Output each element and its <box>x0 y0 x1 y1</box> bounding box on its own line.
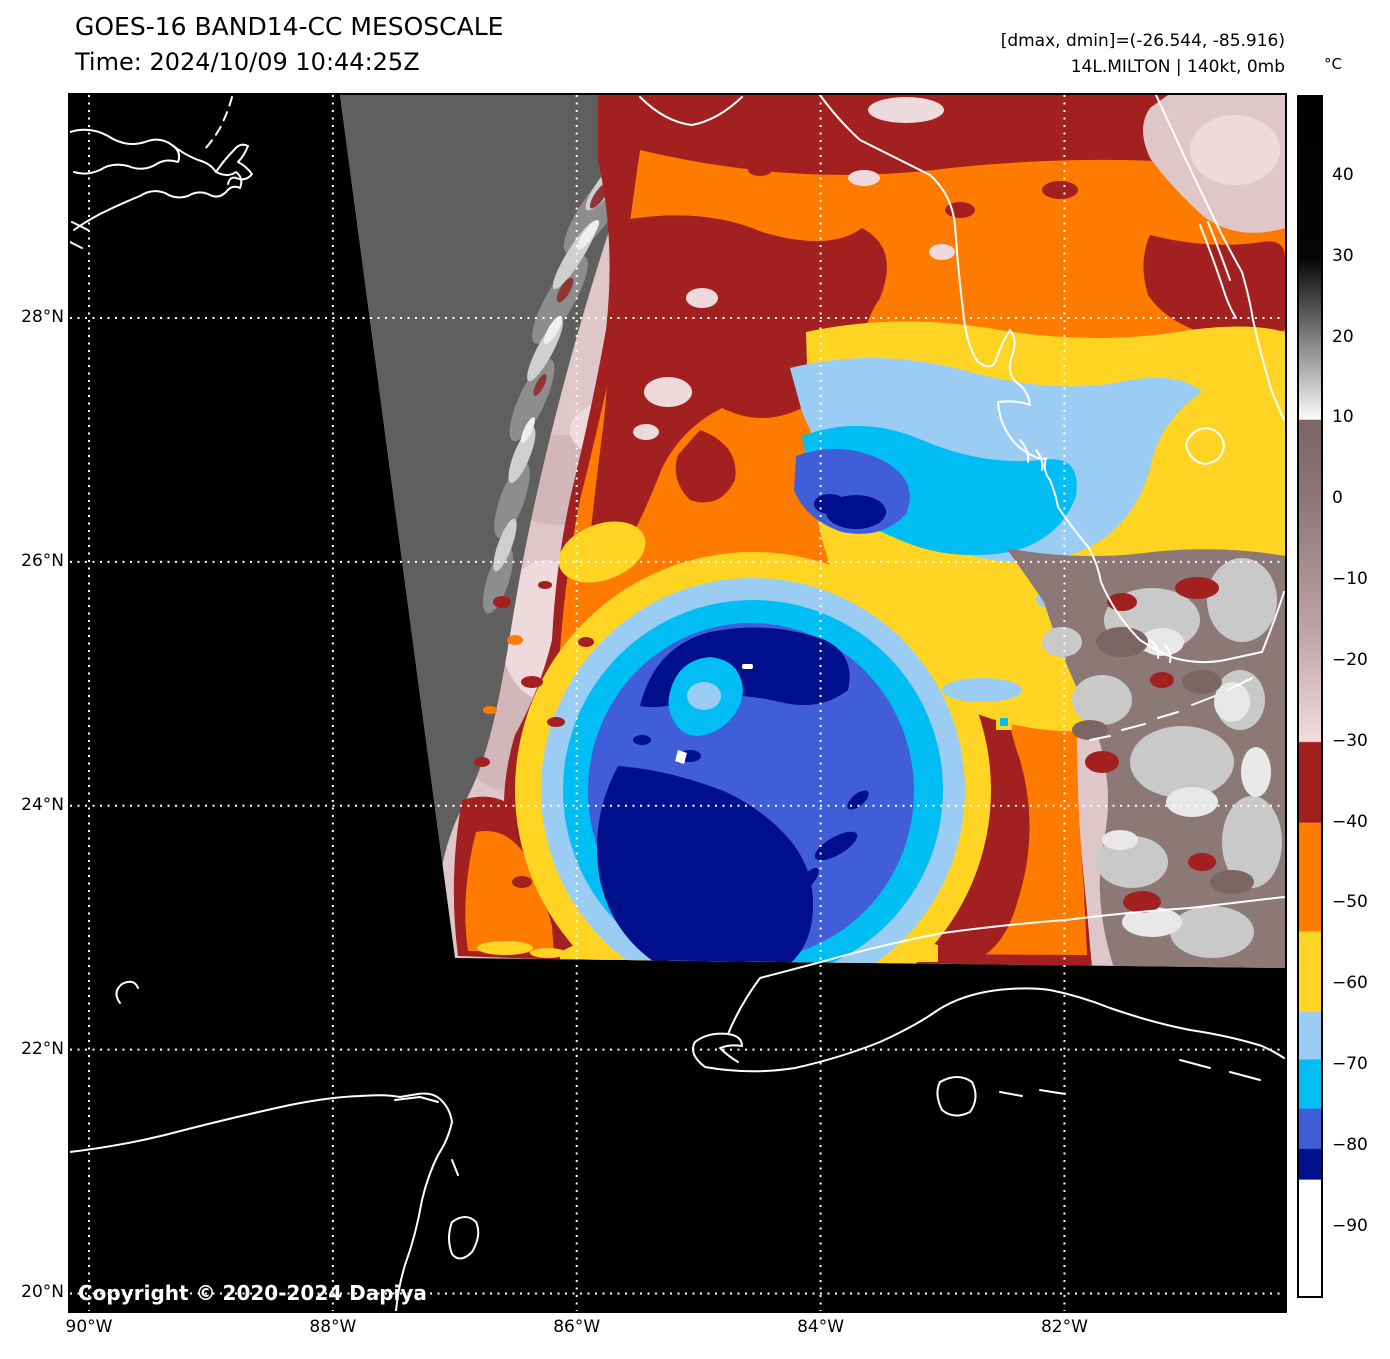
colorbar-tick-label: −50 <box>1332 892 1368 913</box>
lon-tick-label: 88°W <box>309 1317 357 1337</box>
colorbar-unit-label: °C <box>1324 55 1342 73</box>
colorbar-tick-label: 20 <box>1332 326 1354 347</box>
yucatan-lagoon <box>394 1096 439 1103</box>
coastline-florida-east <box>1155 95 1285 421</box>
coastline-canaveral-lagoon <box>1199 221 1237 319</box>
colorbar-tick-label: −10 <box>1332 569 1368 590</box>
isla-mujeres <box>451 1159 459 1176</box>
coastline-chandeleur-islands <box>201 96 233 153</box>
orange-sw-blob <box>465 831 554 953</box>
overshoot-cyan-spot <box>1000 718 1008 726</box>
navy-cdo-mass <box>596 766 814 968</box>
lat-tick-label: 24°N <box>21 794 64 815</box>
coastline-florida <box>639 95 1285 741</box>
colorbar-tick-label: −30 <box>1332 730 1368 751</box>
lon-tick-label: 82°W <box>1040 1317 1088 1337</box>
copyright-label: Copyright © 2020-2024 Dapiya <box>78 1281 427 1305</box>
warm-cloud-holes <box>633 95 1285 440</box>
cozumel-island <box>448 1216 480 1260</box>
colorbar-tick-label: −90 <box>1332 1215 1368 1236</box>
colorbar-tick-label: −60 <box>1332 973 1368 994</box>
tampa-bay-detail <box>1019 439 1044 471</box>
colorbar-tick-label: −70 <box>1332 1054 1368 1075</box>
colorbar <box>1297 95 1323 1298</box>
colorbar-tick-label: 0 <box>1332 488 1343 509</box>
storm-info-label: 14L.MILTON | 140kt, 0mb <box>1070 57 1285 77</box>
lat-tick-label: 20°N <box>21 1282 64 1303</box>
cuba-cays <box>999 1059 1261 1097</box>
isla-juventud <box>936 1076 977 1117</box>
lat-tick-label: 28°N <box>21 307 64 327</box>
overshooting-top-speck-2 <box>675 750 687 764</box>
satellite-sector <box>340 95 1285 968</box>
satellite-map-svg <box>70 95 1285 1311</box>
lat-tick-label: 26°N <box>21 550 64 571</box>
yucatan-coast <box>70 1092 453 1311</box>
colorbar-tick-label: 30 <box>1332 245 1354 266</box>
cuba-south-coast <box>704 987 1285 1073</box>
coastline-cuba <box>692 896 1285 1117</box>
lon-tick-label: 86°W <box>553 1317 601 1337</box>
lon-tick-label: 90°W <box>65 1317 113 1337</box>
gridlines-group <box>70 95 1285 1311</box>
eye-core <box>687 682 721 710</box>
cuba-north-coast <box>727 896 1285 1035</box>
colorbar-tick-label: 40 <box>1332 164 1354 185</box>
map-plot-area <box>68 93 1287 1313</box>
coastline-florida-keys <box>1089 677 1253 741</box>
small-island-nw <box>115 980 139 1004</box>
timestamp-label: Time: 2024/10/09 10:44:25Z <box>75 48 420 76</box>
colorbar-tick-label: −40 <box>1332 811 1368 832</box>
hurricane-eye <box>668 657 753 764</box>
overshooting-top-speck <box>742 664 753 669</box>
page-title: GOES-16 BAND14-CC MESOSCALE <box>75 12 504 41</box>
everglades-detail <box>1149 639 1172 663</box>
coastline-panhandle <box>639 96 743 126</box>
coastlines-group <box>70 95 1285 1311</box>
lat-tick-label: 22°N <box>21 1038 64 1059</box>
dark-red-central-band <box>588 215 887 574</box>
lake-okeechobee <box>1185 427 1225 465</box>
cuba-west-tip <box>692 1032 743 1068</box>
west-speckles <box>474 581 594 888</box>
storm-annotation: [dmax, dmin]=(-26.544, -85.916) 14L.MILT… <box>785 28 1285 80</box>
colorbar-tick-label: −20 <box>1332 649 1368 670</box>
dmax-dmin-label: [dmax, dmin]=(-26.544, -85.916) <box>1000 31 1285 51</box>
colorbar-tick-label: 10 <box>1332 407 1354 428</box>
coastline-florida-west <box>819 95 1285 664</box>
lon-tick-label: 84°W <box>797 1317 845 1337</box>
coastline-yucatan <box>70 980 480 1311</box>
colorbar-tick-label: −80 <box>1332 1135 1368 1155</box>
coastline-louisiana <box>70 96 253 249</box>
florida-gray-clouds <box>996 548 1285 968</box>
